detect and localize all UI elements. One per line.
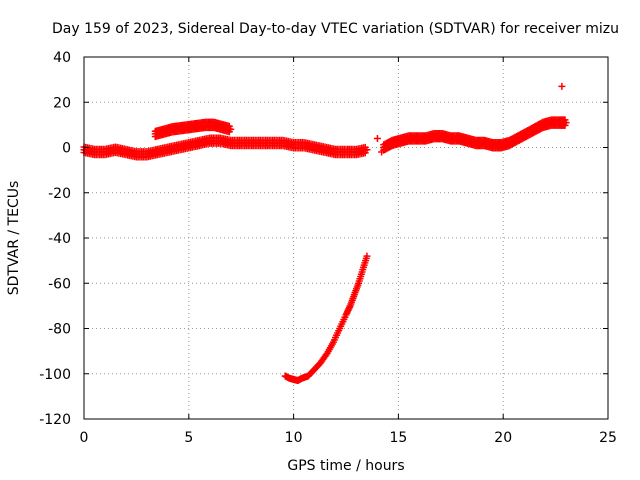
x-tick-label: 25	[599, 430, 617, 446]
x-tick-label: 5	[184, 430, 193, 446]
data-point	[562, 119, 570, 127]
data-point	[378, 148, 386, 156]
y-tick-label: -60	[48, 276, 71, 292]
data-points	[80, 82, 570, 385]
data-point	[558, 82, 566, 90]
data-point	[227, 125, 235, 133]
x-tick-label: 10	[285, 430, 303, 446]
y-axis-label: SDTVAR / TECUs	[6, 181, 22, 296]
axis-ticks: 0 5 10 15 20 25 -120 -100 -80 -60 -40 -20 0 20 40	[39, 50, 617, 446]
y-tick-label: -20	[48, 186, 71, 202]
y-tick-label: -40	[48, 231, 71, 247]
y-tick-label: -100	[39, 367, 71, 383]
plot-frame	[83, 56, 609, 420]
x-axis-label: GPS time / hours	[287, 458, 404, 474]
grid-lines	[84, 57, 608, 419]
x-tick-label: 0	[80, 430, 89, 446]
data-point	[363, 146, 371, 154]
y-tick-label: 20	[53, 95, 71, 111]
y-tick-label: -80	[48, 322, 71, 338]
x-tick-label: 20	[494, 430, 512, 446]
x-tick-label: 15	[389, 430, 407, 446]
data-point	[373, 134, 381, 142]
y-tick-label: 40	[53, 50, 71, 66]
y-tick-label: 0	[62, 141, 71, 157]
chart-title: Day 159 of 2023, Sidereal Day-to-day VTE…	[52, 21, 619, 37]
y-tick-label: -120	[39, 412, 71, 428]
data-point	[363, 252, 371, 260]
